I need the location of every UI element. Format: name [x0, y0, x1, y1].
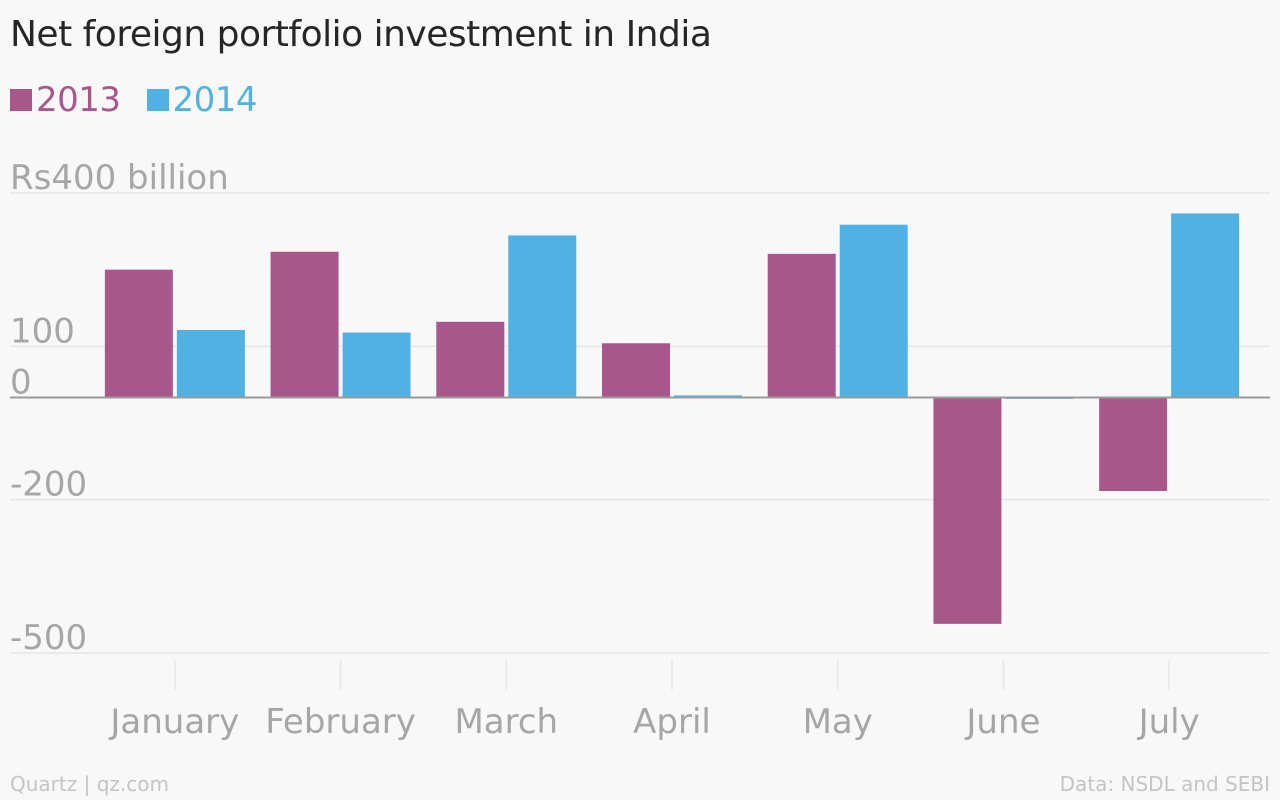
data-source: Data: NSDL and SEBI — [1059, 772, 1270, 796]
bar-2013-february — [270, 251, 339, 398]
x-tick-label: March — [454, 702, 558, 742]
bar-2013-june — [933, 397, 1002, 624]
bar-2013-july — [1099, 397, 1168, 491]
x-tick-label: June — [964, 702, 1040, 742]
legend-label-2014: 2014 — [172, 80, 258, 120]
bar-2014-april — [674, 395, 742, 398]
legend: 2013 2014 — [10, 80, 258, 120]
x-tick-label: February — [265, 702, 416, 742]
y-tick-label: -200 — [10, 465, 87, 505]
y-tick-label: 0 — [10, 362, 32, 402]
legend-item-2013: 2013 — [10, 80, 121, 120]
bar-2014-january — [176, 329, 245, 398]
bar-2013-january — [104, 269, 173, 398]
x-tick-label: July — [1137, 702, 1200, 742]
x-tick-label: May — [803, 702, 873, 742]
chart-title: Net foreign portfolio investment in Indi… — [10, 14, 712, 55]
bar-2013-may — [767, 253, 836, 398]
legend-swatch-2014 — [146, 89, 169, 111]
bar-2014-march — [508, 235, 577, 398]
y-tick-label: -500 — [10, 618, 87, 658]
legend-item-2014: 2014 — [146, 80, 258, 120]
y-tick-label: 100 — [10, 311, 75, 351]
source-credit: Quartz | qz.com — [10, 772, 169, 796]
legend-label-2013: 2013 — [36, 80, 121, 120]
bar-2013-march — [436, 321, 505, 398]
bar-2013-april — [602, 343, 670, 398]
bar-2014-july — [1171, 213, 1240, 398]
bar-2014-may — [839, 224, 908, 398]
legend-swatch-2013 — [10, 89, 32, 111]
x-tick-label: April — [633, 702, 711, 742]
x-tick-label: January — [108, 702, 239, 742]
y-tick-label: Rs400 billion — [10, 158, 229, 198]
bar-2014-february — [342, 332, 411, 398]
